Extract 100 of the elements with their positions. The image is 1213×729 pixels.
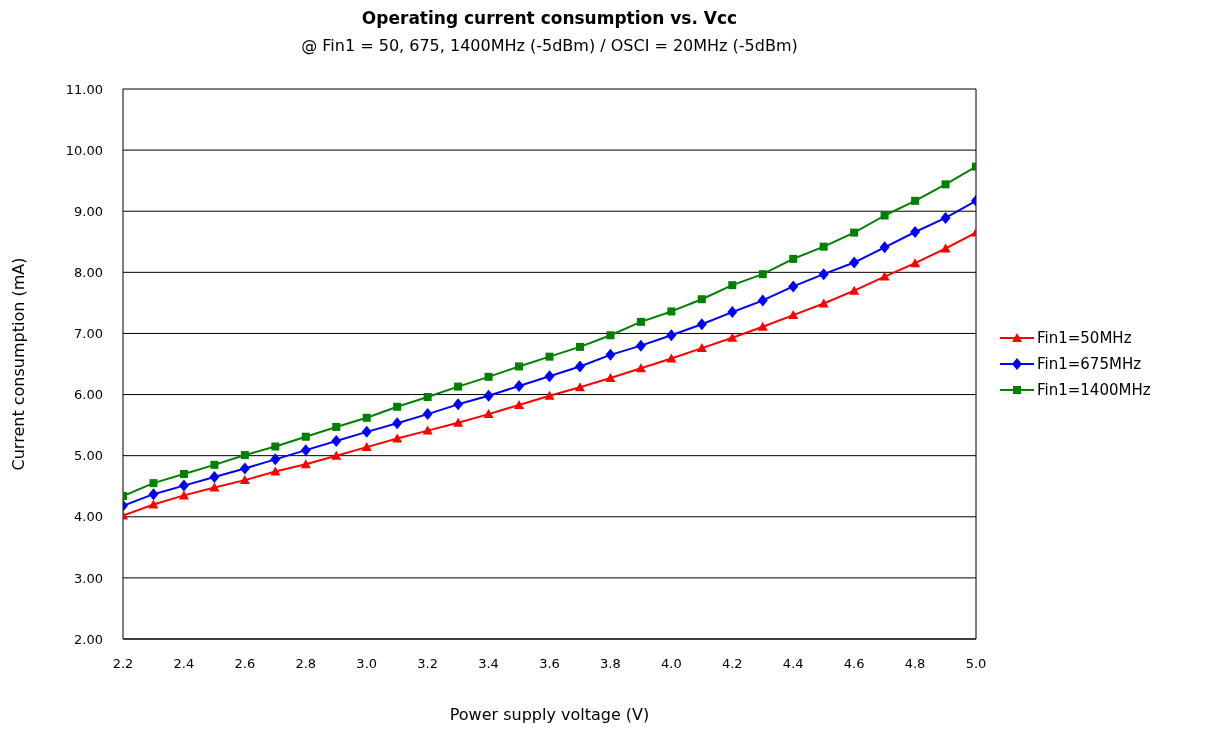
point bbox=[453, 417, 464, 427]
point bbox=[636, 317, 645, 326]
chart-title: Operating current consumption vs. Vcc bbox=[360, 8, 739, 28]
x-tick-label: 5.0 bbox=[965, 656, 987, 672]
x-axis-title: Power supply voltage (V) bbox=[449, 704, 650, 724]
point bbox=[239, 475, 250, 485]
point bbox=[514, 399, 525, 409]
point bbox=[788, 310, 799, 320]
point bbox=[149, 479, 158, 488]
y-tick-label: 6.00 bbox=[74, 387, 103, 403]
point bbox=[515, 362, 524, 371]
point bbox=[879, 241, 890, 254]
x-tick-label: 3.2 bbox=[417, 656, 438, 672]
point bbox=[392, 417, 403, 430]
point bbox=[666, 329, 677, 342]
point bbox=[696, 318, 707, 331]
legend-label: Fin1=1400MHz bbox=[1037, 380, 1151, 399]
point bbox=[148, 499, 159, 509]
point bbox=[635, 339, 646, 352]
x-tick-label: 2.8 bbox=[295, 656, 317, 672]
point bbox=[179, 470, 188, 478]
point bbox=[911, 196, 920, 205]
point bbox=[422, 425, 433, 435]
y-axis-title: Current consumption (mA) bbox=[8, 257, 28, 471]
point bbox=[423, 393, 432, 401]
point bbox=[270, 466, 281, 476]
point bbox=[758, 270, 767, 279]
point bbox=[849, 256, 860, 269]
point bbox=[757, 321, 768, 331]
y-tick-label: 7.00 bbox=[74, 326, 103, 342]
point bbox=[605, 373, 616, 383]
point bbox=[331, 435, 342, 447]
point bbox=[178, 479, 189, 492]
point bbox=[210, 460, 219, 469]
point bbox=[728, 281, 737, 290]
point bbox=[940, 243, 951, 253]
point bbox=[483, 409, 494, 419]
x-tick-label: 3.8 bbox=[600, 656, 621, 672]
point bbox=[667, 307, 676, 316]
x-tick-label: 2.4 bbox=[173, 656, 195, 672]
point bbox=[453, 398, 464, 411]
point bbox=[910, 226, 921, 238]
x-tick-label: 4.8 bbox=[904, 656, 926, 672]
point bbox=[178, 490, 189, 500]
point bbox=[270, 453, 281, 466]
point bbox=[271, 442, 280, 451]
point bbox=[300, 459, 311, 469]
point bbox=[940, 211, 951, 224]
point bbox=[239, 462, 250, 475]
y-tick-label: 2.00 bbox=[74, 631, 103, 647]
chart-subtitle: @ Fin1 = 50, 675, 1400MHz (-5dBm) / OSCI = 20MHz (-5dBm) bbox=[300, 36, 799, 55]
point bbox=[819, 242, 828, 251]
point bbox=[880, 211, 889, 220]
y-tick-label: 10.00 bbox=[65, 142, 103, 158]
point bbox=[818, 298, 829, 308]
y-tick-label: 8.00 bbox=[74, 264, 103, 280]
point bbox=[240, 451, 249, 460]
x-tick-label: 3.4 bbox=[478, 656, 499, 672]
point bbox=[362, 413, 371, 422]
y-tick-label: 11.00 bbox=[65, 81, 103, 97]
x-tick-label: 2.6 bbox=[234, 656, 256, 672]
point bbox=[209, 471, 220, 484]
point bbox=[300, 444, 311, 457]
legend-label: Fin1=675MHz bbox=[1037, 354, 1142, 373]
point bbox=[606, 331, 615, 340]
y-tick-label: 5.00 bbox=[74, 448, 103, 464]
x-tick-label: 4.2 bbox=[721, 656, 743, 672]
point bbox=[545, 352, 554, 361]
point bbox=[575, 342, 584, 351]
point bbox=[635, 363, 646, 373]
point bbox=[544, 390, 555, 400]
point bbox=[361, 425, 372, 438]
y-tick-label: 9.00 bbox=[74, 203, 103, 219]
point bbox=[666, 353, 677, 363]
x-tick-label: 2.2 bbox=[112, 656, 134, 672]
point bbox=[148, 488, 159, 501]
point bbox=[483, 389, 494, 402]
point bbox=[727, 306, 738, 319]
point bbox=[331, 450, 342, 460]
point bbox=[941, 180, 950, 189]
point bbox=[484, 372, 493, 381]
point bbox=[301, 432, 310, 441]
point bbox=[605, 348, 616, 361]
point bbox=[910, 258, 921, 268]
point bbox=[393, 402, 402, 411]
point bbox=[454, 382, 463, 391]
x-tick-label: 4.0 bbox=[661, 656, 682, 672]
point bbox=[849, 285, 860, 295]
point bbox=[818, 268, 829, 281]
point bbox=[514, 380, 525, 392]
y-tick-label: 3.00 bbox=[74, 570, 103, 586]
y-tick-label: 4.00 bbox=[74, 509, 103, 525]
point bbox=[788, 280, 799, 293]
point bbox=[727, 332, 738, 342]
point bbox=[332, 422, 341, 431]
point bbox=[879, 271, 890, 281]
point bbox=[544, 370, 555, 383]
point bbox=[574, 382, 585, 392]
x-tick-label: 3.6 bbox=[539, 656, 560, 672]
point bbox=[361, 442, 372, 452]
